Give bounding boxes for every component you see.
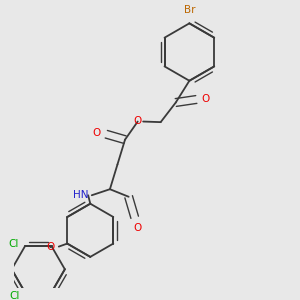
Text: O: O (202, 94, 210, 104)
Text: Cl: Cl (8, 239, 18, 249)
Text: Cl: Cl (9, 291, 20, 300)
Text: HN: HN (73, 190, 89, 200)
Text: O: O (46, 242, 54, 252)
Text: Br: Br (184, 5, 195, 15)
Text: O: O (93, 128, 101, 138)
Text: O: O (133, 223, 141, 233)
Text: O: O (134, 116, 142, 126)
